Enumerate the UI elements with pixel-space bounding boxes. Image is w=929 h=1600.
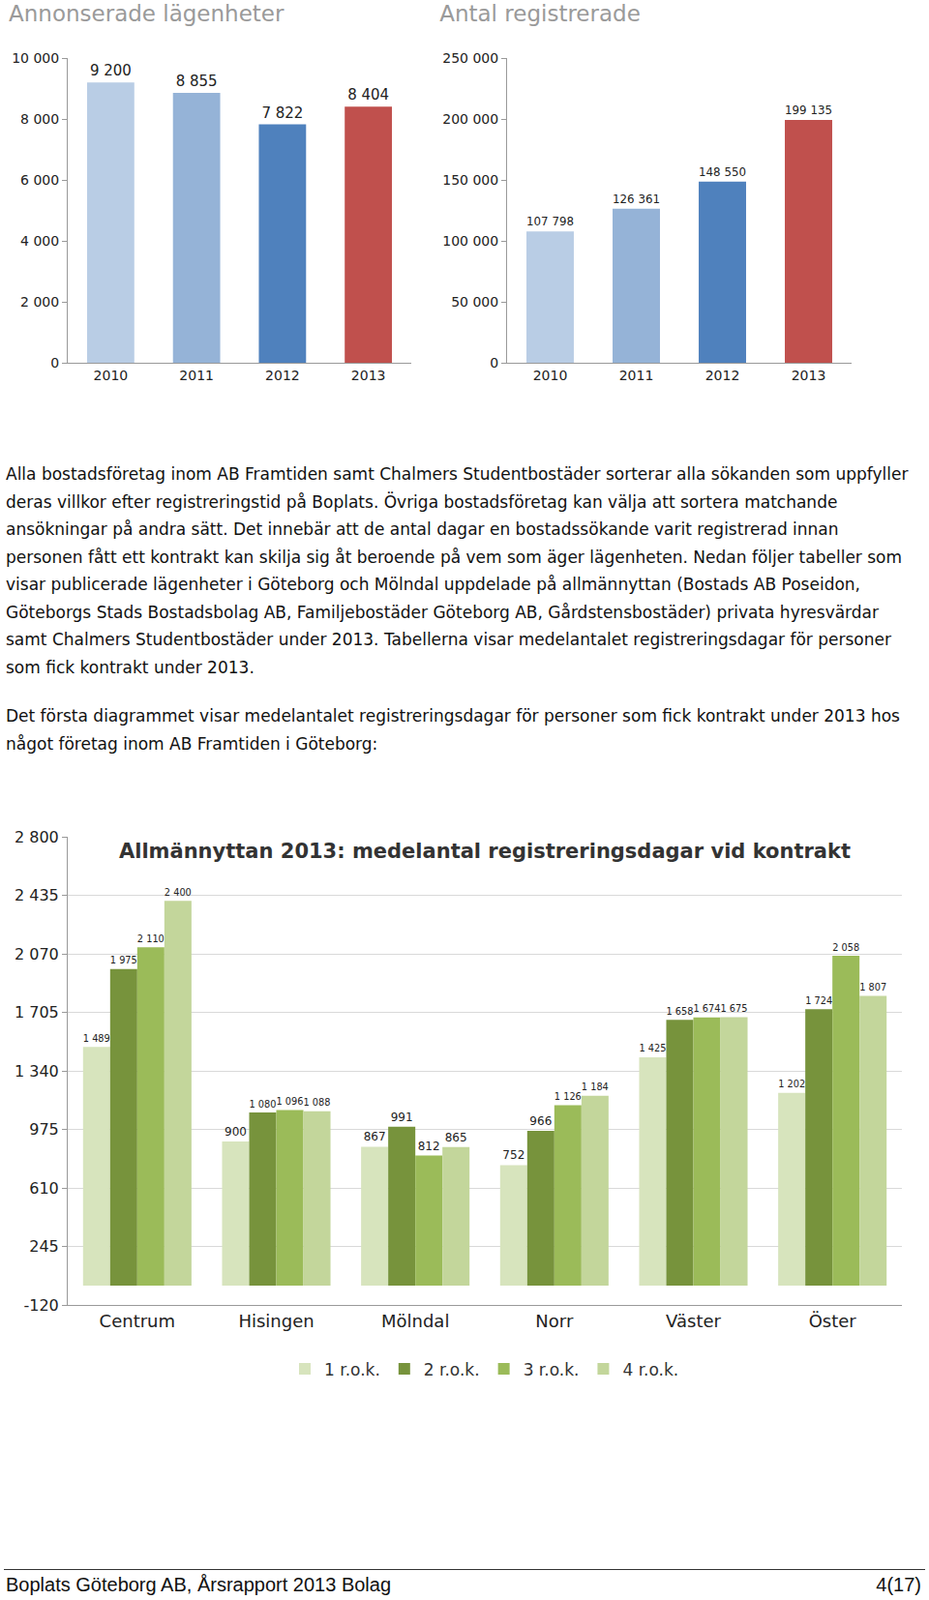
svg-text:150 000: 150 000: [442, 172, 499, 188]
svg-text:1 425: 1 425: [638, 1043, 666, 1054]
svg-text:2 435: 2 435: [14, 886, 60, 905]
svg-text:1 202: 1 202: [778, 1078, 806, 1090]
svg-text:107 798: 107 798: [526, 214, 574, 229]
svg-text:865: 865: [445, 1131, 468, 1145]
svg-text:6 000: 6 000: [20, 172, 60, 188]
svg-text:812: 812: [418, 1139, 441, 1154]
svg-text:2013: 2013: [351, 367, 387, 384]
svg-text:975: 975: [29, 1120, 60, 1139]
svg-text:966: 966: [529, 1114, 552, 1129]
svg-text:867: 867: [363, 1130, 387, 1144]
svg-text:1 724: 1 724: [805, 995, 833, 1007]
svg-text:1 340: 1 340: [14, 1062, 60, 1081]
svg-text:4 r.o.k.: 4 r.o.k.: [622, 1360, 679, 1380]
svg-text:1 r.o.k.: 1 r.o.k.: [324, 1360, 381, 1380]
html-text:Det första diagrammet visar me: Det första diagrammet visar medelantalet…: [5, 706, 900, 754]
svg-text:2011: 2011: [179, 367, 214, 384]
svg-text:610: 610: [29, 1179, 60, 1199]
svg-text:7 822: 7 822: [261, 104, 303, 122]
svg-text:1 184: 1 184: [581, 1081, 609, 1093]
svg-text:1 807: 1 807: [859, 982, 887, 993]
svg-text:148 550: 148 550: [698, 165, 747, 180]
svg-text:752: 752: [502, 1148, 525, 1163]
svg-text:4 000: 4 000: [20, 233, 60, 249]
svg-text:8 404: 8 404: [347, 86, 390, 104]
svg-text:2 110: 2 110: [137, 933, 165, 945]
svg-text:100 000: 100 000: [442, 233, 499, 249]
svg-text:245: 245: [29, 1237, 60, 1257]
svg-text:2 400: 2 400: [164, 887, 192, 899]
svg-text:2013: 2013: [791, 367, 827, 384]
svg-text:0: 0: [489, 355, 499, 371]
svg-text:2010: 2010: [93, 367, 129, 384]
svg-text:2 r.o.k.: 2 r.o.k.: [423, 1360, 480, 1380]
svg-text:2 070: 2 070: [14, 945, 60, 964]
svg-text:2011: 2011: [619, 367, 655, 384]
svg-text:Väster: Väster: [665, 1311, 721, 1332]
html-text:Boplats Göteborg AB, Årsrappor: Boplats Göteborg AB, Årsrapport 2013 Bol…: [5, 1574, 391, 1596]
svg-text:199 135: 199 135: [784, 103, 833, 118]
svg-text:50 000: 50 000: [450, 294, 499, 310]
html-text:4(17): 4(17): [876, 1574, 922, 1596]
svg-text:1 675: 1 675: [720, 1003, 749, 1015]
svg-text:1 096: 1 096: [276, 1096, 304, 1108]
svg-text:8 000: 8 000: [20, 111, 60, 127]
svg-text:Öster: Öster: [809, 1311, 858, 1332]
svg-text:126 361: 126 361: [612, 192, 660, 207]
svg-text:2012: 2012: [705, 367, 741, 384]
svg-text:1 080: 1 080: [249, 1099, 277, 1110]
svg-text:Norr: Norr: [535, 1311, 574, 1332]
svg-text:Annonserade lägenheter: Annonserade lägenheter: [8, 0, 285, 27]
svg-text:Centrum: Centrum: [99, 1311, 176, 1332]
svg-text:1 126: 1 126: [554, 1091, 582, 1103]
svg-text:1 088: 1 088: [303, 1097, 331, 1109]
svg-text:1 705: 1 705: [14, 1003, 60, 1022]
svg-text:1 975: 1 975: [110, 955, 138, 966]
svg-text:Antal registrerade: Antal registrerade: [439, 0, 641, 27]
svg-text:1 658: 1 658: [666, 1006, 694, 1018]
svg-text:1 674: 1 674: [693, 1003, 721, 1015]
svg-text:2 000: 2 000: [20, 294, 60, 310]
svg-text:Hisingen: Hisingen: [238, 1311, 314, 1332]
svg-text:Allmännyttan 2013: medelantal: Allmännyttan 2013: medelantal registreri…: [119, 839, 851, 864]
svg-text:991: 991: [390, 1110, 414, 1125]
svg-text:900: 900: [224, 1125, 247, 1139]
svg-text:2 058: 2 058: [832, 942, 860, 954]
svg-text:8 855: 8 855: [176, 72, 218, 90]
svg-text:9 200: 9 200: [89, 61, 132, 80]
svg-text:2012: 2012: [265, 367, 300, 384]
html-text:Alla bostadsföretag inom AB Fr: Alla bostadsföretag inom AB Framtiden sa…: [5, 464, 909, 677]
svg-text:0: 0: [50, 355, 60, 371]
svg-text:-120: -120: [23, 1296, 59, 1316]
svg-text:200 000: 200 000: [442, 111, 499, 127]
svg-text:1 489: 1 489: [83, 1033, 111, 1045]
svg-text:250 000: 250 000: [442, 50, 499, 66]
svg-text:2010: 2010: [533, 367, 569, 384]
svg-text:3 r.o.k.: 3 r.o.k.: [523, 1360, 580, 1380]
svg-text:Mölndal: Mölndal: [381, 1311, 450, 1332]
svg-text:10 000: 10 000: [11, 50, 60, 66]
svg-text:2 800: 2 800: [14, 828, 60, 847]
